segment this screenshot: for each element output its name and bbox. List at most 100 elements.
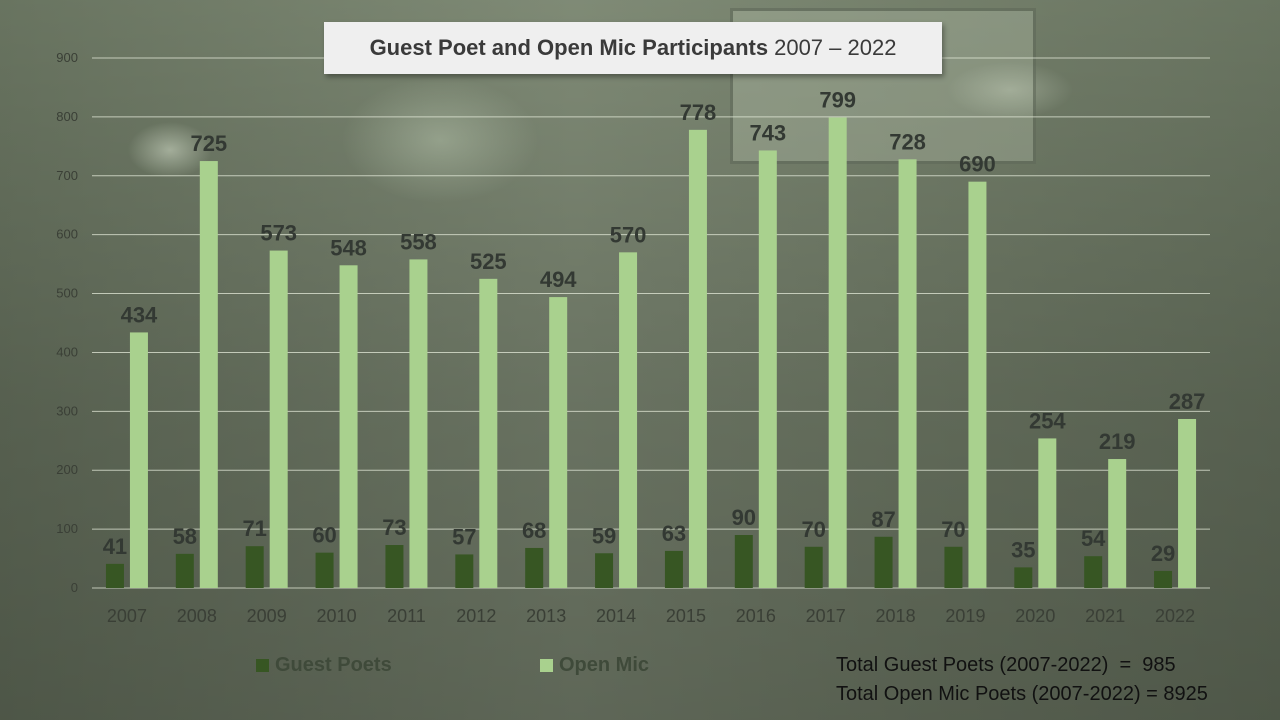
x-tick-label: 2010: [317, 606, 357, 626]
bar-guest-poets: [874, 536, 893, 588]
bar-open-mic: [688, 129, 707, 588]
x-tick-label: 2015: [666, 606, 706, 626]
bars: 41 434 58 725 71 573 60 548 73 558 57 525 68 494 59 570…: [103, 87, 1206, 589]
x-tick-label: 2020: [1015, 606, 1055, 626]
data-label-guest-poets: 58: [173, 524, 197, 549]
bar-open-mic: [269, 250, 288, 589]
bar-guest-poets: [664, 550, 683, 588]
bar-open-mic: [129, 332, 148, 588]
legend-swatch-guest: [256, 659, 269, 672]
bar-guest-poets: [175, 553, 194, 588]
x-tick-label: 2012: [456, 606, 496, 626]
total-open-mic-poets: Total Open Mic Poets (2007-2022) = 8925: [836, 683, 1208, 705]
data-label-guest-poets: 70: [941, 517, 965, 542]
bar-guest-poets: [734, 535, 753, 588]
data-label-open-mic: 525: [470, 249, 507, 274]
y-tick-label: 900: [56, 50, 78, 65]
legend-label-open-mic: Open Mic: [559, 654, 650, 676]
y-tick-label: 100: [56, 521, 78, 536]
data-label-guest-poets: 68: [522, 518, 546, 543]
bar-guest-poets: [944, 546, 963, 588]
bar-guest-poets: [455, 554, 474, 588]
data-label-guest-poets: 35: [1011, 537, 1035, 562]
data-label-open-mic: 558: [400, 229, 437, 254]
legend-item-guest-poets: Guest Poets: [256, 654, 392, 677]
data-label-open-mic: 570: [610, 222, 647, 247]
x-tick-label: 2008: [177, 606, 217, 626]
bar-open-mic: [1038, 438, 1057, 588]
x-tick-label: 2021: [1085, 606, 1125, 626]
x-tick-label: 2017: [806, 606, 846, 626]
bar-open-mic: [968, 181, 987, 588]
chart-title-bold: Guest Poet and Open Mic Participants: [369, 35, 769, 60]
data-label-guest-poets: 60: [312, 523, 336, 548]
bar-guest-poets: [1084, 556, 1103, 588]
x-tick-label: 2018: [876, 606, 916, 626]
y-tick-label: 200: [56, 462, 78, 477]
bar-open-mic: [339, 265, 358, 588]
bar-guest-poets: [595, 553, 614, 588]
data-label-open-mic: 778: [680, 100, 717, 125]
data-label-open-mic: 434: [121, 302, 158, 327]
bar-guest-poets: [804, 546, 823, 588]
data-label-open-mic: 219: [1099, 429, 1136, 454]
data-label-open-mic: 287: [1169, 389, 1206, 414]
bar-open-mic: [898, 159, 917, 589]
bar-open-mic: [828, 117, 847, 588]
data-label-guest-poets: 57: [452, 524, 476, 549]
total-guest-poets: Total Guest Poets (2007-2022) = 985: [836, 654, 1176, 676]
y-tick-label: 300: [56, 403, 78, 418]
data-label-guest-poets: 54: [1081, 526, 1106, 551]
x-tick-label: 2019: [945, 606, 985, 626]
data-label-guest-poets: 73: [382, 515, 406, 540]
bar-open-mic: [1108, 459, 1127, 588]
bar-guest-poets: [385, 545, 404, 588]
legend-item-open-mic: Open Mic: [540, 654, 649, 677]
data-label-guest-poets: 90: [732, 505, 756, 530]
bar-open-mic: [479, 278, 498, 588]
bar-open-mic: [199, 161, 218, 589]
chart-title: Guest Poet and Open Mic Participants 200…: [324, 22, 942, 74]
bar-guest-poets: [1154, 570, 1173, 588]
data-label-open-mic: 725: [190, 131, 227, 156]
x-tick-label: 2013: [526, 606, 566, 626]
data-label-open-mic: 690: [959, 152, 996, 177]
bar-guest-poets: [1014, 567, 1033, 588]
bar-open-mic: [549, 297, 568, 588]
data-label-guest-poets: 70: [801, 517, 825, 542]
data-label-open-mic: 728: [889, 129, 926, 154]
y-axis-ticks: 0 100 200 300 400 500 600 700 800 900: [56, 50, 78, 595]
data-label-guest-poets: 71: [242, 516, 266, 541]
data-label-open-mic: 743: [749, 120, 786, 145]
bar-open-mic: [758, 150, 777, 588]
data-label-open-mic: 548: [330, 235, 367, 260]
data-label-open-mic: 494: [540, 267, 577, 292]
data-label-guest-poets: 87: [871, 507, 895, 532]
y-tick-label: 500: [56, 286, 78, 301]
chart-title-years: 2007 – 2022: [774, 35, 897, 60]
y-tick-label: 400: [56, 344, 78, 359]
x-tick-label: 2009: [247, 606, 287, 626]
bar-guest-poets: [315, 552, 334, 588]
bar-guest-poets: [525, 547, 544, 588]
y-tick-label: 800: [56, 109, 78, 124]
x-tick-label: 2011: [387, 606, 426, 626]
legend-label-guest: Guest Poets: [275, 654, 392, 676]
bar-open-mic: [409, 259, 428, 588]
y-tick-label: 700: [56, 168, 78, 183]
y-tick-label: 0: [71, 580, 78, 595]
data-label-guest-poets: 29: [1151, 541, 1175, 566]
data-label-guest-poets: 59: [592, 523, 616, 548]
legend-swatch-open-mic: [540, 659, 553, 672]
data-label-open-mic: 799: [819, 87, 856, 112]
bar-guest-poets: [105, 563, 124, 588]
data-label-open-mic: 573: [260, 221, 297, 246]
bar-open-mic: [1178, 418, 1197, 588]
bar-open-mic: [619, 252, 638, 589]
data-label-guest-poets: 41: [103, 534, 127, 559]
data-label-guest-poets: 63: [662, 521, 686, 546]
data-label-open-mic: 254: [1029, 408, 1066, 433]
x-tick-label: 2016: [736, 606, 776, 626]
x-tick-label: 2022: [1155, 606, 1195, 626]
